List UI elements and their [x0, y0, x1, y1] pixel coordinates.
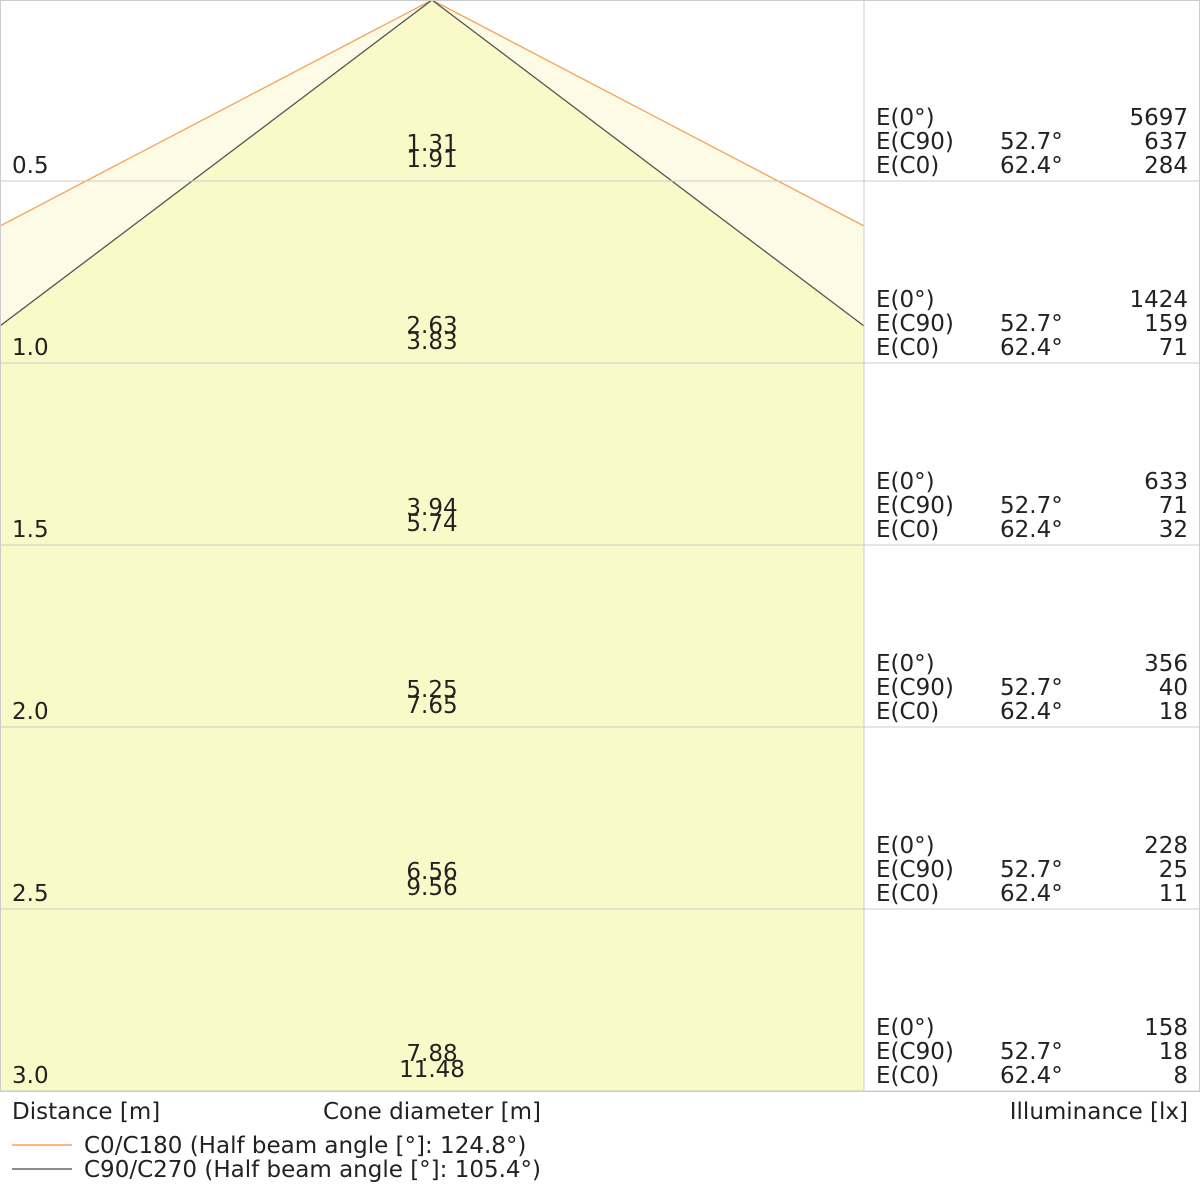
angle: 62.4°	[1000, 335, 1063, 361]
angle: 52.7°	[1000, 311, 1063, 337]
illuminance: 5697	[1129, 105, 1188, 131]
footer-illuminance: Illuminance [lx]	[1010, 1099, 1188, 1125]
illuminance: 8	[1173, 1063, 1188, 1089]
illuminance: 159	[1144, 311, 1188, 337]
angle: 62.4°	[1000, 699, 1063, 725]
legend-label: C0/C180 (Half beam angle [°]: 124.8°)	[84, 1133, 526, 1159]
cone-c90: 3.94	[406, 495, 457, 521]
illuminance: 1424	[1129, 287, 1188, 313]
e-label: E(C90)	[876, 493, 954, 519]
illuminance: 228	[1144, 833, 1188, 859]
illuminance: 18	[1159, 1039, 1188, 1065]
e-label: E(C90)	[876, 311, 954, 337]
illuminance: 18	[1159, 699, 1188, 725]
c90-line	[431, 0, 865, 327]
legend-label: C90/C270 (Half beam angle [°]: 105.4°)	[84, 1157, 541, 1183]
angle: 62.4°	[1000, 881, 1063, 907]
angle: 62.4°	[1000, 517, 1063, 543]
cone-c90: 6.56	[406, 859, 457, 885]
angle: 62.4°	[1000, 153, 1063, 179]
footer-cone: Cone diameter [m]	[323, 1099, 541, 1125]
cone-c0: 1.91	[406, 147, 457, 173]
illuminance: 32	[1159, 517, 1188, 543]
e-label: E(C90)	[876, 1039, 954, 1065]
angle: 52.7°	[1000, 129, 1063, 155]
cone-c0: 11.48	[399, 1057, 465, 1083]
e-label: E(C90)	[876, 857, 954, 883]
distance: 3.0	[12, 1063, 49, 1089]
illuminance: 40	[1159, 675, 1188, 701]
cone-c0: 9.56	[406, 875, 457, 901]
cone-c0: 5.74	[406, 511, 457, 537]
distance: 2.5	[12, 881, 49, 907]
e-label: E(C0)	[876, 881, 939, 907]
illuminance: 11	[1159, 881, 1188, 907]
angle: 52.7°	[1000, 675, 1063, 701]
e-label: E(C90)	[876, 675, 954, 701]
illuminance: 637	[1144, 129, 1188, 155]
illuminance: 158	[1144, 1015, 1188, 1041]
illuminance: 71	[1159, 493, 1188, 519]
cone-c0: 7.65	[406, 693, 457, 719]
distance: 1.0	[12, 335, 49, 361]
c0-line	[0, 0, 433, 227]
e-label: E(C0)	[876, 517, 939, 543]
distance: 0.5	[12, 153, 49, 179]
e-label: E(0°)	[876, 287, 935, 313]
c0-line	[431, 0, 865, 227]
distance: 2.0	[12, 699, 49, 725]
illuminance: 25	[1159, 857, 1188, 883]
angle: 52.7°	[1000, 857, 1063, 883]
footer-distance: Distance [m]	[12, 1099, 160, 1125]
illuminance: 284	[1144, 153, 1188, 179]
e-label: E(0°)	[876, 1015, 935, 1041]
e-label: E(C0)	[876, 699, 939, 725]
angle: 52.7°	[1000, 493, 1063, 519]
c90-line	[0, 0, 433, 327]
cone-c90: 1.31	[406, 131, 457, 157]
e-label: E(C90)	[876, 129, 954, 155]
illuminance: 71	[1159, 335, 1188, 361]
e-label: E(0°)	[876, 469, 935, 495]
e-label: E(0°)	[876, 833, 935, 859]
cone-c90: 5.25	[406, 677, 457, 703]
angle: 52.7°	[1000, 1039, 1063, 1065]
cone-c0: 3.83	[406, 329, 457, 355]
cone-c90: 7.88	[406, 1041, 457, 1067]
cone-c90: 2.63	[406, 313, 457, 339]
illuminance: 356	[1144, 651, 1188, 677]
e-label: E(0°)	[876, 105, 935, 131]
e-label: E(C0)	[876, 335, 939, 361]
distance: 1.5	[12, 517, 49, 543]
e-label: E(0°)	[876, 651, 935, 677]
angle: 62.4°	[1000, 1063, 1063, 1089]
e-label: E(C0)	[876, 153, 939, 179]
illuminance: 633	[1144, 469, 1188, 495]
e-label: E(C0)	[876, 1063, 939, 1089]
